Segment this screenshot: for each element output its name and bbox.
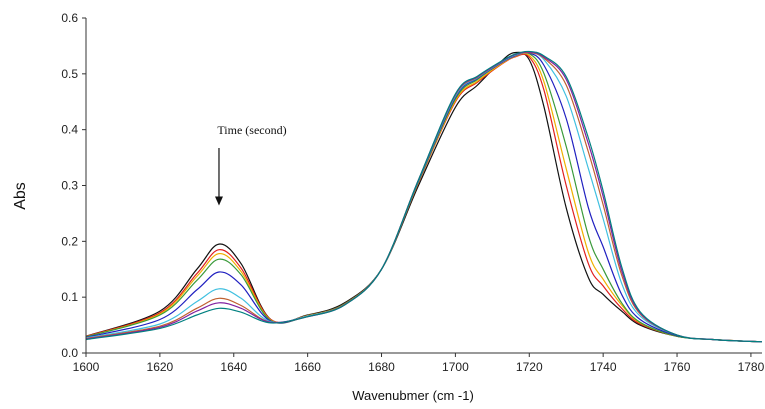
y-tick-label: 0.0 [61,346,78,360]
series-line-1 [85,51,763,343]
y-tick-label: 0.6 [61,11,78,25]
x-tick-label: 1780 [738,360,765,374]
arrow-head [214,196,223,206]
y-axis-label: Abs [12,182,29,210]
x-tick-label: 1620 [147,360,174,374]
annotation-label: Time (second) [217,123,286,137]
x-tick-label: 1660 [294,360,321,374]
axes-layer [85,18,762,354]
x-tick-label: 1700 [442,360,469,374]
x-tick-label: 1720 [516,360,543,374]
series-line-9 [85,50,763,343]
series-layer [85,50,763,343]
ticks-layer: 0.0 0.1 0.2 0.3 0.4 0.5 0.6 1600 1620 1640 1660 168… [61,11,764,374]
y-tick-label: 0.4 [61,123,78,137]
series-line-2 [85,53,763,343]
y-tick-label: 0.1 [61,290,78,304]
y-tick-label: 0.5 [61,67,78,81]
x-tick-label: 1740 [590,360,617,374]
series-line-3 [85,52,763,343]
x-axis-label: Wavenubmer (cm -1) [352,388,474,403]
y-tick-label: 0.3 [61,179,78,193]
x-tick-label: 1760 [664,360,691,374]
x-tick-label: 1680 [368,360,395,374]
x-tick-label: 1600 [73,360,100,374]
x-tick-label: 1640 [220,360,247,374]
y-tick-label: 0.2 [61,234,78,248]
annotation-arrow [214,148,223,206]
series-line-5 [85,52,763,343]
